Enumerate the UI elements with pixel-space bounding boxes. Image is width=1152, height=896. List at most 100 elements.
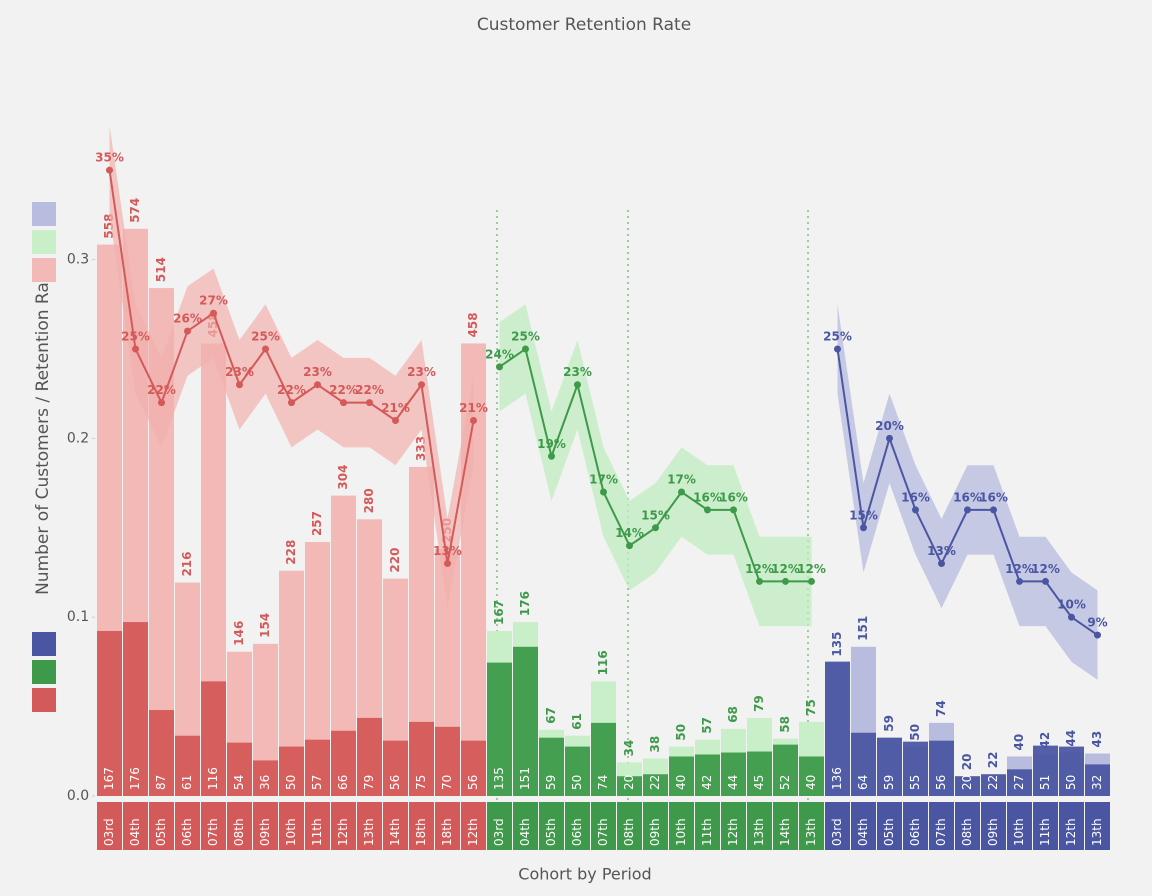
retention-label: 23% xyxy=(303,365,332,379)
x-tick-label: 08th xyxy=(622,818,636,846)
retention-point xyxy=(678,488,685,496)
retention-point xyxy=(314,381,321,389)
category-box xyxy=(669,802,694,850)
retention-point xyxy=(1094,631,1101,639)
retention-label: 16% xyxy=(901,490,930,504)
retention-label: 16% xyxy=(719,490,748,504)
retained-label: 36 xyxy=(258,775,272,790)
total-label: 79 xyxy=(752,695,766,712)
retained-label: 50 xyxy=(1064,775,1078,790)
x-tick-label: 07th xyxy=(206,818,220,846)
x-tick-label: 03rd xyxy=(102,818,116,846)
total-label: 40 xyxy=(1012,734,1026,751)
category-box xyxy=(227,802,252,850)
retention-label: 12% xyxy=(797,562,826,576)
total-label: 50 xyxy=(674,724,688,741)
retention-point xyxy=(366,399,373,407)
category-box xyxy=(747,802,772,850)
retention-label: 25% xyxy=(121,329,150,343)
category-box xyxy=(253,802,278,850)
bar-retained xyxy=(253,760,278,796)
bar-retained xyxy=(1033,745,1058,796)
total-label: 574 xyxy=(128,198,142,223)
total-label: 20 xyxy=(960,754,974,771)
retention-point xyxy=(574,381,581,389)
retained-label: 136 xyxy=(830,767,844,790)
retention-point xyxy=(470,417,477,424)
retention-point xyxy=(652,524,659,532)
retention-label: 23% xyxy=(407,365,436,379)
x-tick-label: 03rd xyxy=(830,818,844,846)
retention-point xyxy=(600,488,607,496)
retained-label: 22 xyxy=(986,775,1000,790)
x-tick-label: 11th xyxy=(700,818,714,846)
retained-label: 56 xyxy=(466,775,480,790)
retention-label: 22% xyxy=(355,383,384,397)
bar-retained xyxy=(435,726,460,796)
bar-retained xyxy=(747,751,772,796)
category-box xyxy=(201,802,226,850)
retention-point xyxy=(340,399,347,407)
retention-label: 25% xyxy=(823,329,852,343)
retention-point xyxy=(392,417,399,424)
y-axis-label: Number of Customers / Retention Rate xyxy=(33,265,53,595)
retained-label: 176 xyxy=(128,767,142,790)
retained-label: 40 xyxy=(674,775,688,790)
retention-point xyxy=(626,542,633,550)
retained-label: 87 xyxy=(154,775,168,790)
confidence-band xyxy=(109,125,474,609)
category-box xyxy=(929,802,954,850)
retained-label: 45 xyxy=(752,775,766,790)
retained-label: 42 xyxy=(700,775,714,790)
bar-retained xyxy=(825,661,850,796)
retention-label: 16% xyxy=(953,490,982,504)
bar-retained xyxy=(149,710,174,796)
retained-label: 40 xyxy=(804,775,818,790)
bar-retained xyxy=(903,741,928,796)
category-box xyxy=(97,802,122,850)
category-box xyxy=(565,802,590,850)
total-label: 75 xyxy=(804,699,818,716)
x-tick-label: 13th xyxy=(752,818,766,846)
x-tick-label: 04th xyxy=(128,818,142,846)
total-label: 116 xyxy=(596,650,610,675)
x-tick-label: 04th xyxy=(856,818,870,846)
total-label: 58 xyxy=(778,716,792,733)
retention-point xyxy=(808,577,815,585)
x-tick-label: 09th xyxy=(258,818,272,846)
retention-point xyxy=(834,345,841,353)
retained-label: 74 xyxy=(596,775,610,790)
swatch xyxy=(32,688,56,712)
x-tick-label: 05th xyxy=(544,818,558,846)
x-tick-label: 10th xyxy=(674,818,688,846)
category-box xyxy=(773,802,798,850)
total-label: 22 xyxy=(986,752,1000,769)
bar-retained xyxy=(305,739,330,796)
x-tick-label: 13th xyxy=(804,818,818,846)
total-label: 42 xyxy=(1038,732,1052,749)
retention-label: 13% xyxy=(927,544,956,558)
retained-label: 20 xyxy=(960,775,974,790)
bar-retained xyxy=(591,722,616,796)
swatch xyxy=(32,258,56,282)
retained-label: 57 xyxy=(310,775,324,790)
category-box xyxy=(513,802,538,850)
retention-label: 15% xyxy=(849,508,878,522)
retained-label: 54 xyxy=(232,775,246,790)
retained-label: 52 xyxy=(778,775,792,790)
category-box xyxy=(1007,802,1032,850)
retention-point xyxy=(1042,577,1049,585)
bar-retained xyxy=(929,740,954,796)
total-label: 34 xyxy=(622,740,636,757)
retention-label: 17% xyxy=(667,473,696,487)
retention-point xyxy=(782,577,789,585)
category-box xyxy=(461,802,486,850)
bar-retained xyxy=(487,662,512,796)
retention-label: 12% xyxy=(1005,562,1034,576)
category-box xyxy=(903,802,928,850)
bar-retained xyxy=(617,776,642,796)
category-box xyxy=(591,802,616,850)
retention-point xyxy=(756,577,763,585)
total-label: 514 xyxy=(154,257,168,282)
